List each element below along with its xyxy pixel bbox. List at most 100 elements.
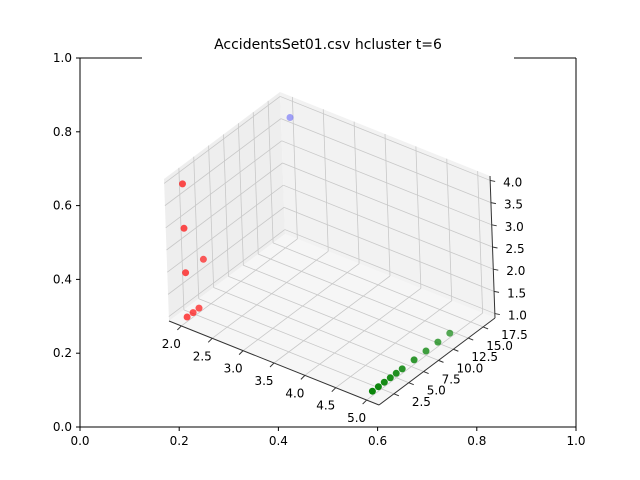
y3d-tick (393, 393, 400, 397)
y3d-tick-label: 12.5 (471, 350, 498, 364)
grid-z-back (280, 96, 491, 181)
x3d-tick-label: 4.5 (316, 399, 335, 413)
x3d-tick-label: 4.0 (285, 386, 304, 400)
y3d-tick (423, 371, 429, 375)
grid-z-back (281, 140, 492, 226)
grid-z-back (284, 229, 495, 314)
x3d-tick (269, 362, 275, 368)
chart-title: AccidentsSet01.csv hcluster t=6 (214, 37, 442, 53)
z3d-tick-label: 4.0 (503, 175, 522, 189)
outer-y-tick-label: 0.2 (53, 346, 72, 360)
y3d-tick-label: 5.0 (427, 384, 446, 398)
grid-x-floor (211, 250, 329, 339)
grid-x-floor (242, 263, 360, 351)
x3d-tick-label: 3.0 (224, 362, 243, 376)
outer-x-tick-label: 0.0 (70, 434, 89, 448)
y3d-tick (482, 326, 489, 330)
data-point (286, 114, 294, 121)
data-point (446, 329, 454, 337)
y3d-tick-label: 2.5 (412, 395, 431, 409)
data-point (180, 224, 188, 232)
grid-z-left (167, 207, 285, 295)
data-point (199, 255, 207, 263)
y3d-tick (453, 348, 459, 352)
grid-x-floor (304, 288, 422, 376)
y3d-tick (408, 382, 414, 386)
data-point (398, 365, 406, 373)
z3d-tick (492, 246, 498, 249)
x3d-tick (300, 374, 306, 380)
y3d-tick-label: 17.5 (501, 328, 528, 342)
grid-z-left (164, 118, 282, 206)
data-point (422, 347, 430, 355)
x3d-tick (207, 337, 213, 343)
z3d-tick (493, 268, 499, 271)
data-point (368, 387, 376, 395)
outer-y-tick-label: 0.4 (53, 272, 72, 286)
x3d-tick-label: 3.5 (254, 374, 273, 388)
y3d-tick-label: 15.0 (486, 339, 513, 353)
x3d-tick-label: 5.0 (347, 411, 366, 425)
z3d-tick (494, 313, 500, 316)
data-point (189, 309, 197, 317)
y3d-tick-label: 7.5 (442, 373, 461, 387)
outer-y-tick-label: 0.6 (53, 199, 72, 213)
grid-z-back (283, 184, 494, 270)
z3d-tick (491, 224, 497, 227)
data-point (179, 180, 186, 188)
z3d-tick-label: 1.5 (507, 286, 526, 300)
z3d-tick (490, 179, 496, 182)
z3d-tick (493, 290, 500, 293)
x3d-tick-label: 2.0 (162, 337, 181, 351)
axes3d-grid (163, 96, 495, 401)
axes3d-tick-labels: 2.02.53.03.54.04.55.02.55.07.510.012.515… (162, 175, 528, 425)
data-point (410, 356, 418, 364)
outer-y-tick-label: 1.0 (53, 51, 72, 65)
z3d-tick (490, 202, 497, 205)
grid-y-floor (228, 276, 439, 361)
grid-y-floor (272, 242, 484, 328)
grid-z-back (280, 118, 492, 203)
x3d-tick (362, 399, 368, 405)
x3d-tick-label: 2.5 (193, 349, 212, 363)
grid-x-floor (273, 275, 391, 364)
grid-z-left (167, 184, 284, 273)
data-point (434, 338, 442, 346)
data-point (195, 304, 203, 312)
outer-x-tick-label: 1.0 (566, 434, 585, 448)
outer-y-tick-label: 0.0 (53, 420, 72, 434)
data-point (392, 369, 400, 377)
data-point (374, 383, 382, 391)
outer-x-tick-label: 0.2 (170, 434, 189, 448)
y3d-tick (468, 337, 474, 341)
outer-x-tick-label: 0.4 (269, 434, 288, 448)
y-axis-line (378, 317, 496, 406)
scatter-points (179, 114, 454, 395)
grid-y-floor (198, 298, 409, 384)
grid-y-floor (258, 253, 469, 339)
grid-x-floor (366, 312, 483, 401)
x3d-tick (176, 325, 182, 331)
grid-z-left (168, 229, 286, 317)
z3d-tick-label: 3.5 (504, 198, 523, 212)
grid-z-back (283, 207, 495, 292)
outer-y-tick-label: 0.8 (53, 125, 72, 139)
grid-x-floor (335, 300, 453, 389)
data-point (386, 374, 394, 382)
grid-y-floor (213, 287, 424, 372)
outer-axes-ticks: 0.0 0.2 0.4 0.6 0.8 1.0 0.0 0.2 0.4 0.6 0.8 1.0 (53, 51, 586, 448)
z3d-tick-label: 3.0 (505, 220, 524, 234)
grid-z-back (282, 162, 493, 248)
data-point (182, 269, 190, 277)
grid-z-left (163, 96, 281, 184)
grid-y-floor (183, 309, 395, 395)
z3d-tick-label: 2.0 (506, 264, 525, 278)
z3d-tick-label: 2.5 (506, 242, 525, 256)
z3d-tick-label: 1.0 (508, 309, 527, 323)
x3d-tick (238, 350, 244, 356)
grid-x-floor (181, 238, 298, 327)
x3d-tick (331, 387, 337, 393)
outer-x-tick-label: 0.6 (368, 434, 387, 448)
outer-x-tick-label: 0.8 (467, 434, 486, 448)
